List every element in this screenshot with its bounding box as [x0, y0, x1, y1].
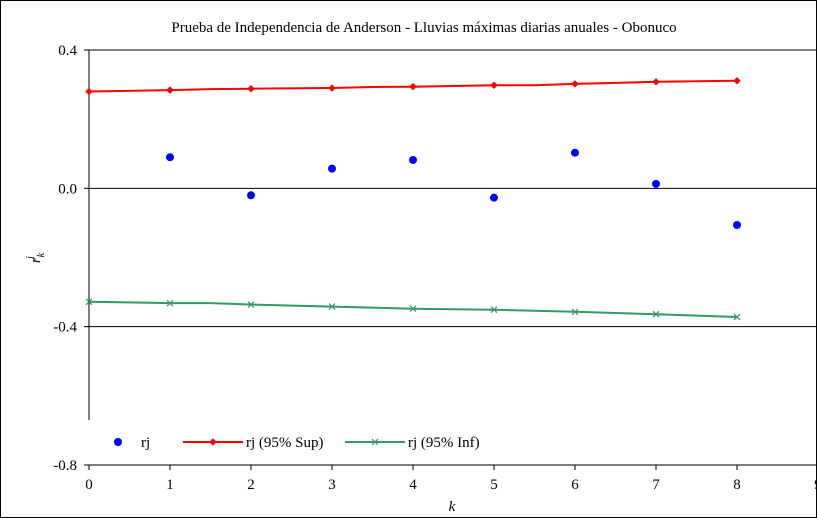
- x-tick-label: 8: [733, 477, 741, 493]
- data-point: [733, 220, 741, 229]
- data-point: [85, 87, 93, 96]
- data-point: [733, 313, 741, 321]
- x-tick-label: 7: [652, 477, 660, 493]
- series-layer: [85, 77, 741, 321]
- legend-item-sup: rj (95% Sup): [183, 435, 324, 451]
- data-point: [652, 179, 660, 188]
- y-axis-label-base: r: [28, 257, 44, 263]
- data-point: [166, 299, 174, 307]
- axes-layer: [84, 49, 817, 470]
- x-tick-label: 2: [247, 477, 255, 493]
- tick-labels: 0.4 0.0 -0.4 -0.8 0 1 2 3 4 5 6 7 8 9: [53, 43, 817, 493]
- chart-title: Prueba de Independencia de Anderson - Ll…: [171, 20, 676, 36]
- legend-marker-inf: [371, 438, 379, 446]
- legend-marker-sup: [209, 438, 217, 446]
- x-tick-label: 9: [814, 477, 817, 493]
- data-point: [247, 191, 255, 200]
- legend-label-sup: rj (95% Sup): [246, 435, 324, 451]
- legend-label-inf: rj (95% Inf): [408, 435, 480, 451]
- legend-item-rj: rj: [114, 435, 150, 451]
- data-point: [571, 80, 579, 88]
- data-point: [247, 85, 255, 93]
- series-2: [85, 298, 741, 321]
- data-point: [652, 310, 660, 318]
- svg-text:rkj: rkj: [25, 252, 47, 263]
- data-point: [652, 78, 660, 86]
- series-line-1: [88, 79, 738, 93]
- legend-marker-rj: [114, 438, 122, 446]
- y-axis-label-sup: j: [25, 256, 36, 261]
- series-line-2: [88, 300, 738, 318]
- x-tick-label: 3: [328, 477, 336, 493]
- legend-label-rj: rj: [141, 435, 150, 451]
- data-point: [166, 86, 174, 94]
- data-point: [85, 298, 93, 306]
- data-point: [328, 84, 336, 92]
- data-point: [409, 82, 417, 91]
- data-point: [733, 77, 741, 85]
- data-point: [328, 164, 336, 173]
- y-axis-label-sub: k: [36, 252, 47, 257]
- grid-layer: [89, 49, 817, 328]
- x-tick-label: 6: [571, 477, 579, 493]
- data-point: [166, 153, 174, 162]
- x-tick-label: 1: [166, 477, 174, 493]
- y-tick-label: -0.8: [53, 458, 77, 474]
- data-point: [409, 155, 417, 164]
- x-tick-label: 0: [85, 477, 93, 493]
- x-axis-label: k: [449, 499, 456, 515]
- data-point: [490, 81, 498, 89]
- y-tick-label: -0.4: [53, 320, 77, 336]
- data-point: [328, 303, 336, 311]
- data-point: [247, 301, 255, 308]
- series-0: [166, 148, 741, 229]
- data-point: [571, 148, 579, 157]
- y-tick-label: 0.0: [58, 181, 77, 197]
- data-point: [571, 308, 579, 316]
- legend-item-inf: rj (95% Inf): [345, 435, 480, 451]
- data-point: [490, 306, 498, 314]
- data-point: [409, 305, 417, 313]
- y-axis-label: rkj: [25, 252, 47, 263]
- x-tick-label: 5: [490, 477, 498, 493]
- legend: rj rj (95% Sup) rj (95% Inf): [114, 435, 480, 451]
- series-1: [85, 77, 741, 96]
- data-point: [490, 193, 498, 202]
- x-tick-label: 4: [409, 477, 417, 493]
- y-tick-label: 0.4: [58, 43, 77, 59]
